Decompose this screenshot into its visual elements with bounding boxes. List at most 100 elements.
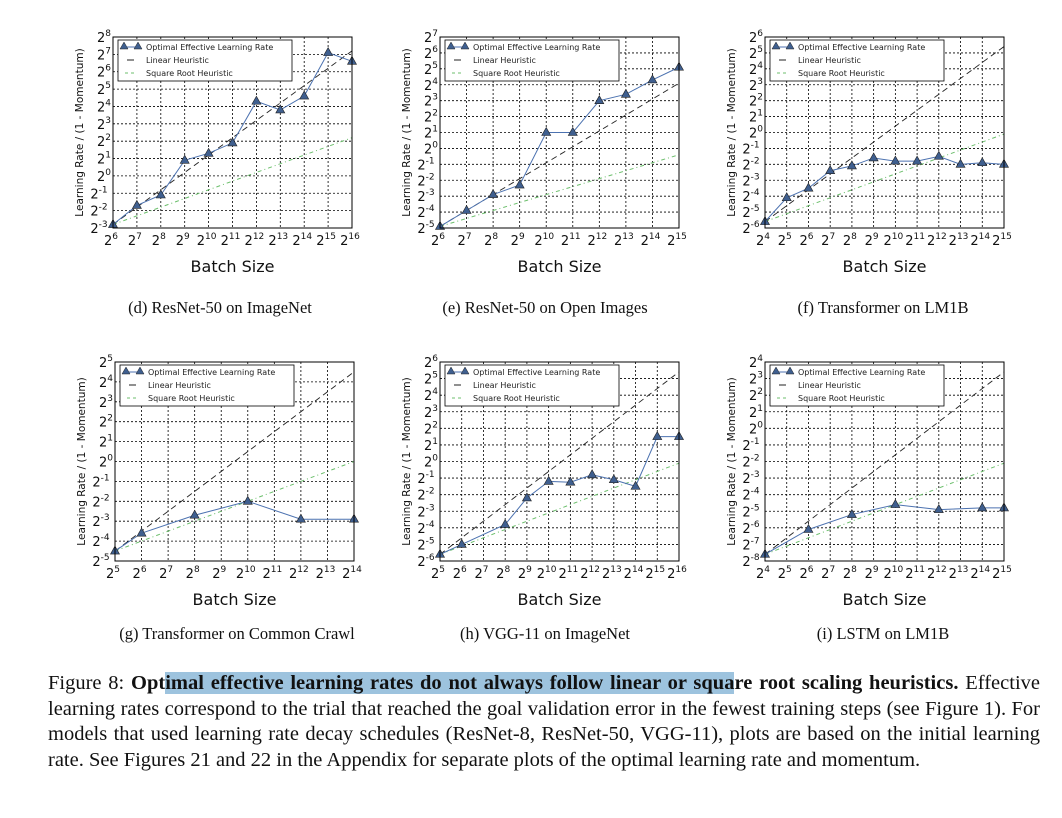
- legend: Optimal Effective Learning Rate Linear He…: [769, 39, 945, 82]
- y-tick-label: 20: [424, 454, 438, 471]
- optimal-lr-line: [764, 504, 1004, 555]
- y-tick-label: 21: [749, 404, 763, 421]
- y-tick-label: 23: [99, 394, 113, 411]
- legend-box: [444, 364, 620, 407]
- data-point-marker: [275, 104, 286, 114]
- legend-triangle-icon: [446, 366, 456, 375]
- y-tick-label: 2-2: [742, 156, 759, 173]
- data-point-marker: [803, 523, 814, 533]
- caption-bold-title: Optimal effective learning rates do not …: [131, 672, 958, 694]
- x-tick-label: 26: [431, 232, 445, 249]
- legend-sqrt-label: Square Root Heuristic: [798, 394, 885, 403]
- x-axis-label: Batch Size: [518, 257, 602, 276]
- x-tick-label: 211: [905, 565, 925, 582]
- y-tick-label: 23: [424, 404, 438, 421]
- x-axis-label: Batch Size: [518, 590, 602, 609]
- legend-linear-label: Linear Heuristic: [148, 381, 211, 390]
- x-tick-label: 28: [843, 565, 857, 582]
- data-point-marker: [890, 499, 901, 508]
- x-tick-label: 212: [245, 232, 265, 249]
- legend-triangle-icon: [771, 41, 781, 50]
- y-tick-label: 25: [99, 354, 113, 371]
- x-tick-label: 27: [128, 232, 142, 249]
- chart-e-svg: 26 27 28 29 210 211 212 213 214 2152-52-42-32-22-…: [401, 29, 687, 276]
- y-tick-label: 2-1: [90, 185, 107, 202]
- x-tick-label: 213: [949, 565, 969, 582]
- legend-linear-label: Linear Heuristic: [146, 56, 209, 65]
- data-point-marker: [203, 147, 214, 157]
- x-tick-label: 213: [316, 565, 336, 582]
- y-axis-label: Learning Rate / (1 - Momentum): [74, 48, 86, 216]
- y-tick-label: 2-4: [742, 487, 760, 504]
- x-tick-label: 211: [905, 232, 925, 249]
- x-tick-label: 212: [587, 232, 607, 249]
- data-point-marker: [565, 476, 576, 486]
- data-point-marker: [295, 513, 306, 523]
- legend-linear-label: Linear Heuristic: [798, 381, 861, 390]
- y-axis-label: Learning Rate / (1 - Momentum): [726, 48, 738, 216]
- y-tick-label: 2-4: [92, 533, 110, 550]
- x-tick-label: 26: [453, 565, 467, 582]
- legend-sqrt-label: Square Root Heuristic: [473, 69, 560, 78]
- sqrt-heuristic-line: [764, 133, 1005, 223]
- sqrt-heuristic-line: [114, 461, 355, 552]
- x-tick-label: 210: [883, 232, 903, 249]
- y-tick-label: 24: [749, 61, 763, 78]
- sqrt-heuristic-line: [112, 137, 353, 225]
- y-tick-label: 24: [749, 354, 763, 371]
- y-tick-label: 2-5: [417, 220, 434, 237]
- legend-box: [444, 39, 620, 82]
- y-tick-label: 22: [749, 387, 763, 404]
- y-tick-label: 2-1: [92, 473, 109, 490]
- legend-triangle-icon: [119, 41, 129, 50]
- y-tick-label: 24: [97, 98, 111, 115]
- data-point-marker: [803, 182, 814, 192]
- legend-box: [769, 364, 945, 407]
- legend-triangle-icon: [785, 366, 795, 375]
- x-tick-label: 214: [292, 232, 312, 249]
- chart-f-svg: 24 25 26 27 28 29 210 211 212 213 214 2152-62-52-42…: [726, 29, 1012, 276]
- x-axis-label: Batch Size: [843, 590, 927, 609]
- data-point-marker: [933, 150, 944, 160]
- x-tick-label: 214: [624, 565, 644, 582]
- chart-g: 25 26 27 28 29 210 211 212 213 214 2-5 2-4 2-3 2-2 2-1…: [62, 354, 392, 609]
- x-tick-label: 215: [316, 232, 336, 249]
- x-axis-label: Batch Size: [193, 590, 277, 609]
- x-tick-label: 213: [602, 565, 622, 582]
- chart-h-svg: 25 26 27 28 29 210 211 212 213 214 215 2162-62-52-4…: [401, 354, 687, 609]
- legend-triangle-icon: [460, 41, 470, 50]
- x-tick-label: 29: [865, 232, 879, 249]
- y-tick-label: 25: [97, 81, 111, 98]
- x-tick-label: 26: [799, 232, 813, 249]
- subcaption-e: (e) ResNet-50 on Open Images: [442, 298, 648, 317]
- x-tick-label: 28: [484, 232, 498, 249]
- y-tick-label: 2-4: [742, 188, 760, 205]
- chart-h: 25 26 27 28 29 210 211 212 213 214 215 216 2-6 2-5 2-4…: [387, 354, 717, 609]
- legend-triangle-icon: [121, 366, 131, 375]
- legend-sqrt-label: Square Root Heuristic: [473, 394, 560, 403]
- x-tick-label: 29: [518, 565, 532, 582]
- chart-g-svg: 25 26 27 28 29 210 211 212 213 214 2-5 2-4 2-3 2-2 2-1…: [76, 354, 362, 609]
- data-point-marker: [781, 192, 792, 202]
- subcaption-f: (f) Transformer on LM1B: [797, 298, 969, 317]
- y-tick-label: 23: [749, 77, 763, 94]
- data-point-marker: [461, 204, 472, 214]
- x-tick-label: 214: [641, 232, 661, 249]
- data-point-marker: [912, 155, 923, 165]
- text-selection-highlight[interactable]: imal effective learning rates do not alw…: [165, 672, 735, 694]
- x-tick-label: 25: [778, 565, 792, 582]
- y-tick-label: 20: [749, 125, 763, 142]
- x-tick-label: 214: [970, 232, 990, 249]
- data-point-marker: [587, 469, 598, 479]
- y-tick-label: 22: [424, 420, 438, 437]
- y-tick-label: 26: [424, 45, 438, 62]
- y-tick-label: 22: [97, 133, 111, 150]
- y-tick-label: 26: [424, 354, 438, 371]
- y-tick-label: 27: [97, 46, 111, 63]
- data-point-marker: [620, 88, 631, 98]
- optimal-lr-line: [439, 436, 679, 555]
- x-tick-label: 211: [221, 232, 241, 249]
- y-tick-label: 23: [424, 93, 438, 110]
- chart-i-svg: 24 25 26 27 28 29 210 211 212 213 214 2152-82-72-62…: [726, 354, 1012, 609]
- plot-frame: [764, 361, 1005, 562]
